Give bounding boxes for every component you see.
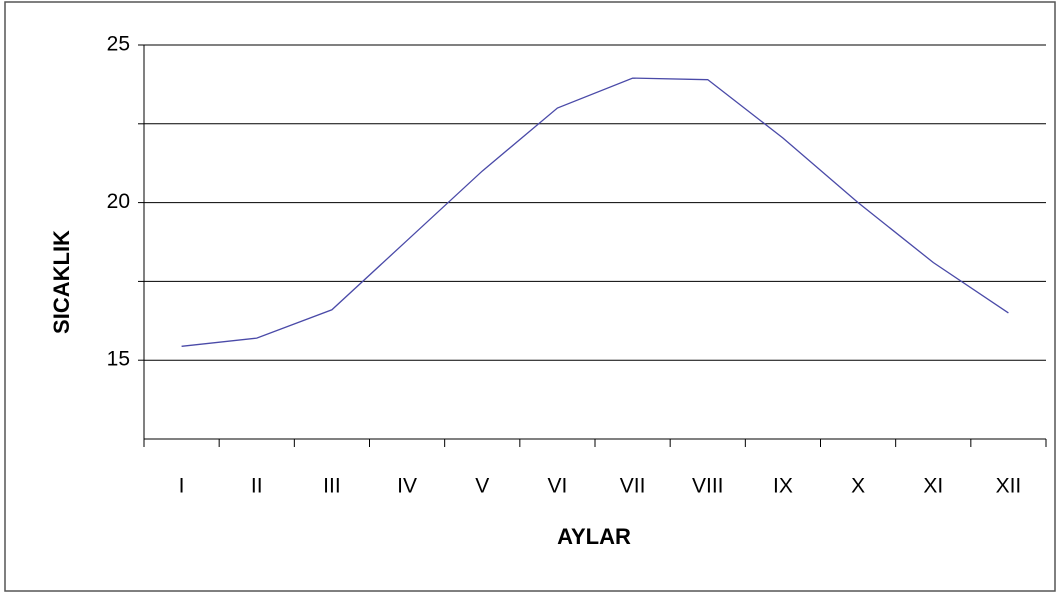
y-tick-label: 20: [107, 190, 130, 213]
y-axis-title: SICAKLIK: [49, 230, 74, 334]
chart-border: [4, 1, 1056, 592]
x-tick-label: VIII: [692, 475, 724, 498]
y-tick-label: 25: [107, 33, 130, 56]
x-tick-label: XII: [996, 475, 1022, 498]
x-tick-label: I: [179, 475, 185, 498]
x-tick-label: XI: [923, 475, 943, 498]
y-tick-label: 15: [107, 348, 130, 371]
x-tick-label: II: [251, 475, 263, 498]
x-axis-title: AYLAR: [557, 524, 631, 549]
x-tick-label: V: [475, 475, 489, 498]
x-tick-label: VII: [620, 475, 646, 498]
line: [181, 77, 1009, 347]
x-tick-label: X: [851, 475, 865, 498]
x-tick-label: IV: [397, 475, 417, 498]
x-tick-label: VI: [547, 475, 567, 498]
x-tick-label: IX: [773, 475, 793, 498]
x-tick-label: III: [323, 475, 341, 498]
